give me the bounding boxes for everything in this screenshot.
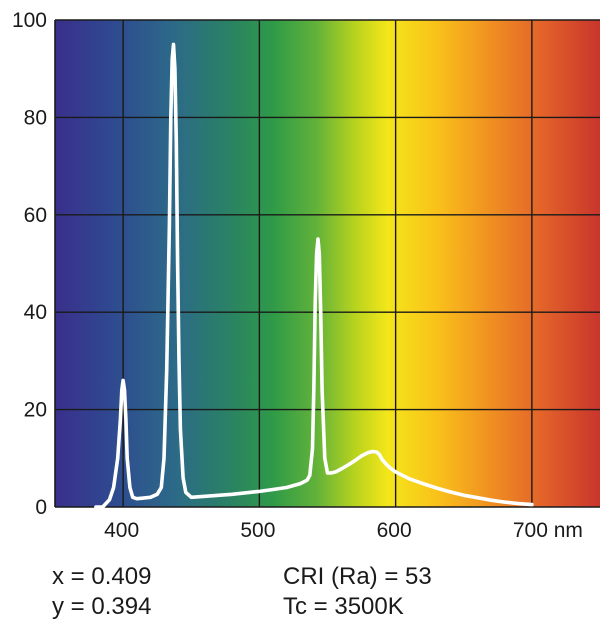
x-tick-label: 600 bbox=[377, 519, 412, 542]
chromaticity-y: y = 0.394 bbox=[52, 593, 152, 620]
spectrum-data-point bbox=[389, 467, 392, 469]
y-tick-label: 0 bbox=[35, 496, 47, 519]
x-tick-label: 400 bbox=[104, 519, 139, 542]
spectrum-data-point bbox=[156, 493, 158, 496]
spectrum-data-point bbox=[141, 497, 143, 500]
spectrum-data-point bbox=[176, 262, 179, 265]
spectrum-data-point bbox=[170, 116, 172, 119]
spectrum-data-point bbox=[136, 497, 138, 500]
spectrum-series-points bbox=[95, 43, 533, 508]
spectrum-data-point bbox=[123, 389, 126, 391]
x-tick-label: 500 bbox=[240, 519, 275, 542]
spectrum-data-point bbox=[204, 495, 206, 498]
spectrum-data-point bbox=[347, 464, 349, 466]
spectrum-data-point bbox=[122, 379, 124, 382]
y-tick-label: 20 bbox=[24, 399, 47, 422]
spectrum-data-point bbox=[324, 457, 326, 460]
spectrum-data-point bbox=[360, 455, 363, 457]
x-tick-label: 700 nm bbox=[513, 519, 583, 542]
spectrum-data-point bbox=[129, 486, 131, 489]
spectrum-data-point bbox=[272, 488, 274, 491]
spectrum-data-point bbox=[231, 493, 233, 496]
spectrum-chart: 0 20 40 60 80 100 400 500 600 700 nm bbox=[12, 9, 600, 542]
y-tick-labels: 0 20 40 60 80 100 bbox=[12, 9, 47, 519]
spectrum-data-point bbox=[178, 360, 180, 362]
spectrum-data-point bbox=[517, 502, 520, 505]
spectrum-data-point bbox=[503, 501, 506, 503]
spectrum-data-point bbox=[330, 472, 333, 474]
spectrum-data-point bbox=[174, 67, 176, 70]
spectrum-data-point bbox=[476, 496, 479, 499]
spectrum-data-point bbox=[385, 463, 387, 465]
spectrum-data-point bbox=[381, 458, 383, 461]
spectrum-data-point bbox=[313, 384, 315, 387]
spectrum-data-point bbox=[375, 451, 378, 453]
spectrum-data-point bbox=[367, 451, 370, 454]
chromaticity-x: x = 0.409 bbox=[52, 563, 152, 590]
spectrum-data-point bbox=[334, 471, 337, 473]
spectrum-data-point bbox=[490, 499, 492, 502]
spectrum-data-point bbox=[318, 253, 321, 255]
color-temperature: Tc = 3500K bbox=[283, 593, 404, 620]
spectrum-data-point bbox=[299, 482, 302, 485]
spectrum-data-point bbox=[131, 496, 134, 499]
y-tick-label: 80 bbox=[24, 106, 47, 129]
spectrum-data-point bbox=[112, 486, 115, 489]
spectrum-data-point bbox=[326, 472, 329, 474]
spectrum-data-point bbox=[309, 474, 311, 477]
spectrum-data-point bbox=[171, 58, 173, 60]
y-tick-label: 40 bbox=[24, 301, 47, 324]
spectrum-data-point bbox=[121, 389, 123, 391]
spectrum-data-point bbox=[101, 506, 104, 508]
spectrum-data-point bbox=[449, 491, 451, 493]
spectrum-data-point bbox=[168, 223, 171, 226]
spectrum-data-point bbox=[378, 453, 381, 456]
spectrum-data-point bbox=[435, 487, 438, 489]
spectrum-data-point bbox=[163, 457, 165, 460]
spectrum-data-point bbox=[182, 477, 184, 479]
x-tick-labels: 400 500 600 700 nm bbox=[104, 519, 583, 542]
spectrum-data-point bbox=[126, 457, 128, 460]
y-tick-label: 100 bbox=[12, 9, 47, 32]
spectrum-data-point bbox=[408, 478, 411, 480]
spectrum-data-point bbox=[179, 428, 182, 430]
spectrum-data-point bbox=[311, 447, 314, 450]
spectrum-data-point bbox=[422, 482, 424, 485]
spectrum-data-point bbox=[149, 496, 152, 499]
spectrum-data-point bbox=[315, 253, 318, 255]
cri-value: CRI (Ra) = 53 bbox=[283, 563, 432, 590]
spectrum-data-point bbox=[172, 43, 175, 46]
spectrum-data-point bbox=[285, 486, 288, 489]
spectrum-data-point bbox=[340, 468, 342, 470]
spectrum-data-point bbox=[394, 471, 397, 473]
spectrum-data-point bbox=[108, 498, 111, 501]
spectrum-data-point bbox=[116, 457, 119, 460]
spectrum-data-point bbox=[119, 418, 122, 421]
chart-svg: 0 20 40 60 80 100 400 500 600 700 nm bbox=[12, 9, 600, 542]
y-tick-label: 60 bbox=[24, 204, 47, 227]
spectrum-data-point bbox=[463, 494, 465, 497]
plot-background bbox=[55, 20, 600, 507]
grid-lines bbox=[54, 19, 600, 508]
spectrum-data-point bbox=[314, 301, 317, 304]
spectrum-data-point bbox=[319, 311, 322, 314]
spectrum-data-point bbox=[321, 389, 323, 391]
spectrum-data-point bbox=[175, 141, 178, 143]
spectrum-data-point bbox=[258, 490, 261, 493]
spectrum-data-point bbox=[160, 486, 163, 489]
color-rendering-info: CRI (Ra) = 53 Tc = 3500K bbox=[283, 562, 432, 622]
spectrum-data-point bbox=[185, 491, 187, 494]
spectrum-data-point bbox=[165, 369, 168, 372]
spectrum-data-point bbox=[190, 496, 193, 499]
spectrum-data-point bbox=[306, 479, 308, 482]
spectrum-data-point bbox=[317, 238, 319, 240]
spectrum-data-point bbox=[531, 503, 533, 506]
chromaticity-coordinates: x = 0.409 y = 0.394 bbox=[52, 562, 151, 622]
spectrum-data-point bbox=[354, 459, 356, 462]
spectrum-data-point bbox=[95, 506, 97, 508]
spectrum-data-point bbox=[125, 418, 127, 421]
spectrum-data-point bbox=[371, 450, 374, 453]
